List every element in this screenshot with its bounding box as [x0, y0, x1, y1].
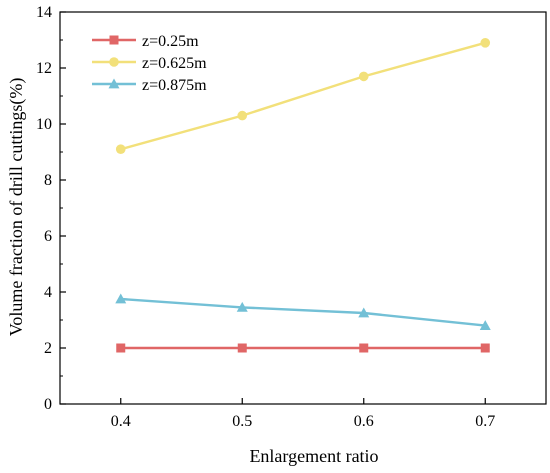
data-point — [358, 307, 370, 318]
y-tick-label: 14 — [36, 4, 52, 21]
y-tick-label: 12 — [36, 60, 52, 77]
data-point — [358, 71, 369, 82]
legend-marker — [108, 78, 120, 89]
y-tick-label: 6 — [44, 228, 52, 245]
legend-item: z=0.625m — [92, 55, 207, 72]
data-point — [237, 343, 247, 353]
x-axis: 0.4 0.5 0.6 0.7 — [111, 398, 495, 430]
y-tick-label: 8 — [44, 172, 52, 189]
data-point — [115, 293, 127, 304]
data-point — [480, 38, 491, 48]
legend-item: z=0.25m — [92, 33, 199, 50]
series-line — [120, 297, 486, 327]
data-point — [115, 144, 126, 154]
y-axis-label: Volume fraction of drill cuttings(%) — [6, 78, 27, 337]
y-tick-label: 4 — [44, 284, 52, 301]
series-3 — [115, 293, 491, 330]
series-1 — [116, 343, 490, 353]
plot-frame — [59, 11, 547, 405]
legend-item: z=0.875m — [92, 77, 207, 94]
data-point — [359, 343, 369, 353]
legend-marker — [109, 35, 119, 45]
data-point — [116, 343, 126, 353]
series-2 — [115, 38, 491, 154]
legend: z=0.25m z=0.625m z=0.875m — [92, 33, 207, 94]
plot-border — [59, 11, 547, 405]
y-tick-label: 10 — [36, 116, 52, 133]
x-tick-label: 0.7 — [475, 413, 495, 430]
x-tick-label: 0.6 — [354, 413, 374, 430]
data-point — [237, 110, 248, 121]
x-axis-label: Enlargement ratio — [249, 446, 378, 466]
y-tick-label: 0 — [44, 396, 52, 413]
legend-label: z=0.625m — [142, 55, 207, 72]
y-tick-label: 2 — [44, 340, 52, 357]
data-point — [236, 301, 248, 312]
data-point — [480, 343, 490, 353]
x-tick-label: 0.5 — [232, 413, 252, 430]
legend-marker — [109, 57, 119, 67]
legend-label: z=0.25m — [142, 33, 199, 50]
legend-label: z=0.875m — [142, 77, 207, 94]
data-point — [479, 320, 491, 330]
y-axis: 0 2 4 6 8 10 12 14 — [36, 4, 66, 413]
x-tick-label: 0.4 — [111, 413, 131, 430]
series-layer — [115, 38, 491, 353]
series-line — [120, 41, 486, 151]
